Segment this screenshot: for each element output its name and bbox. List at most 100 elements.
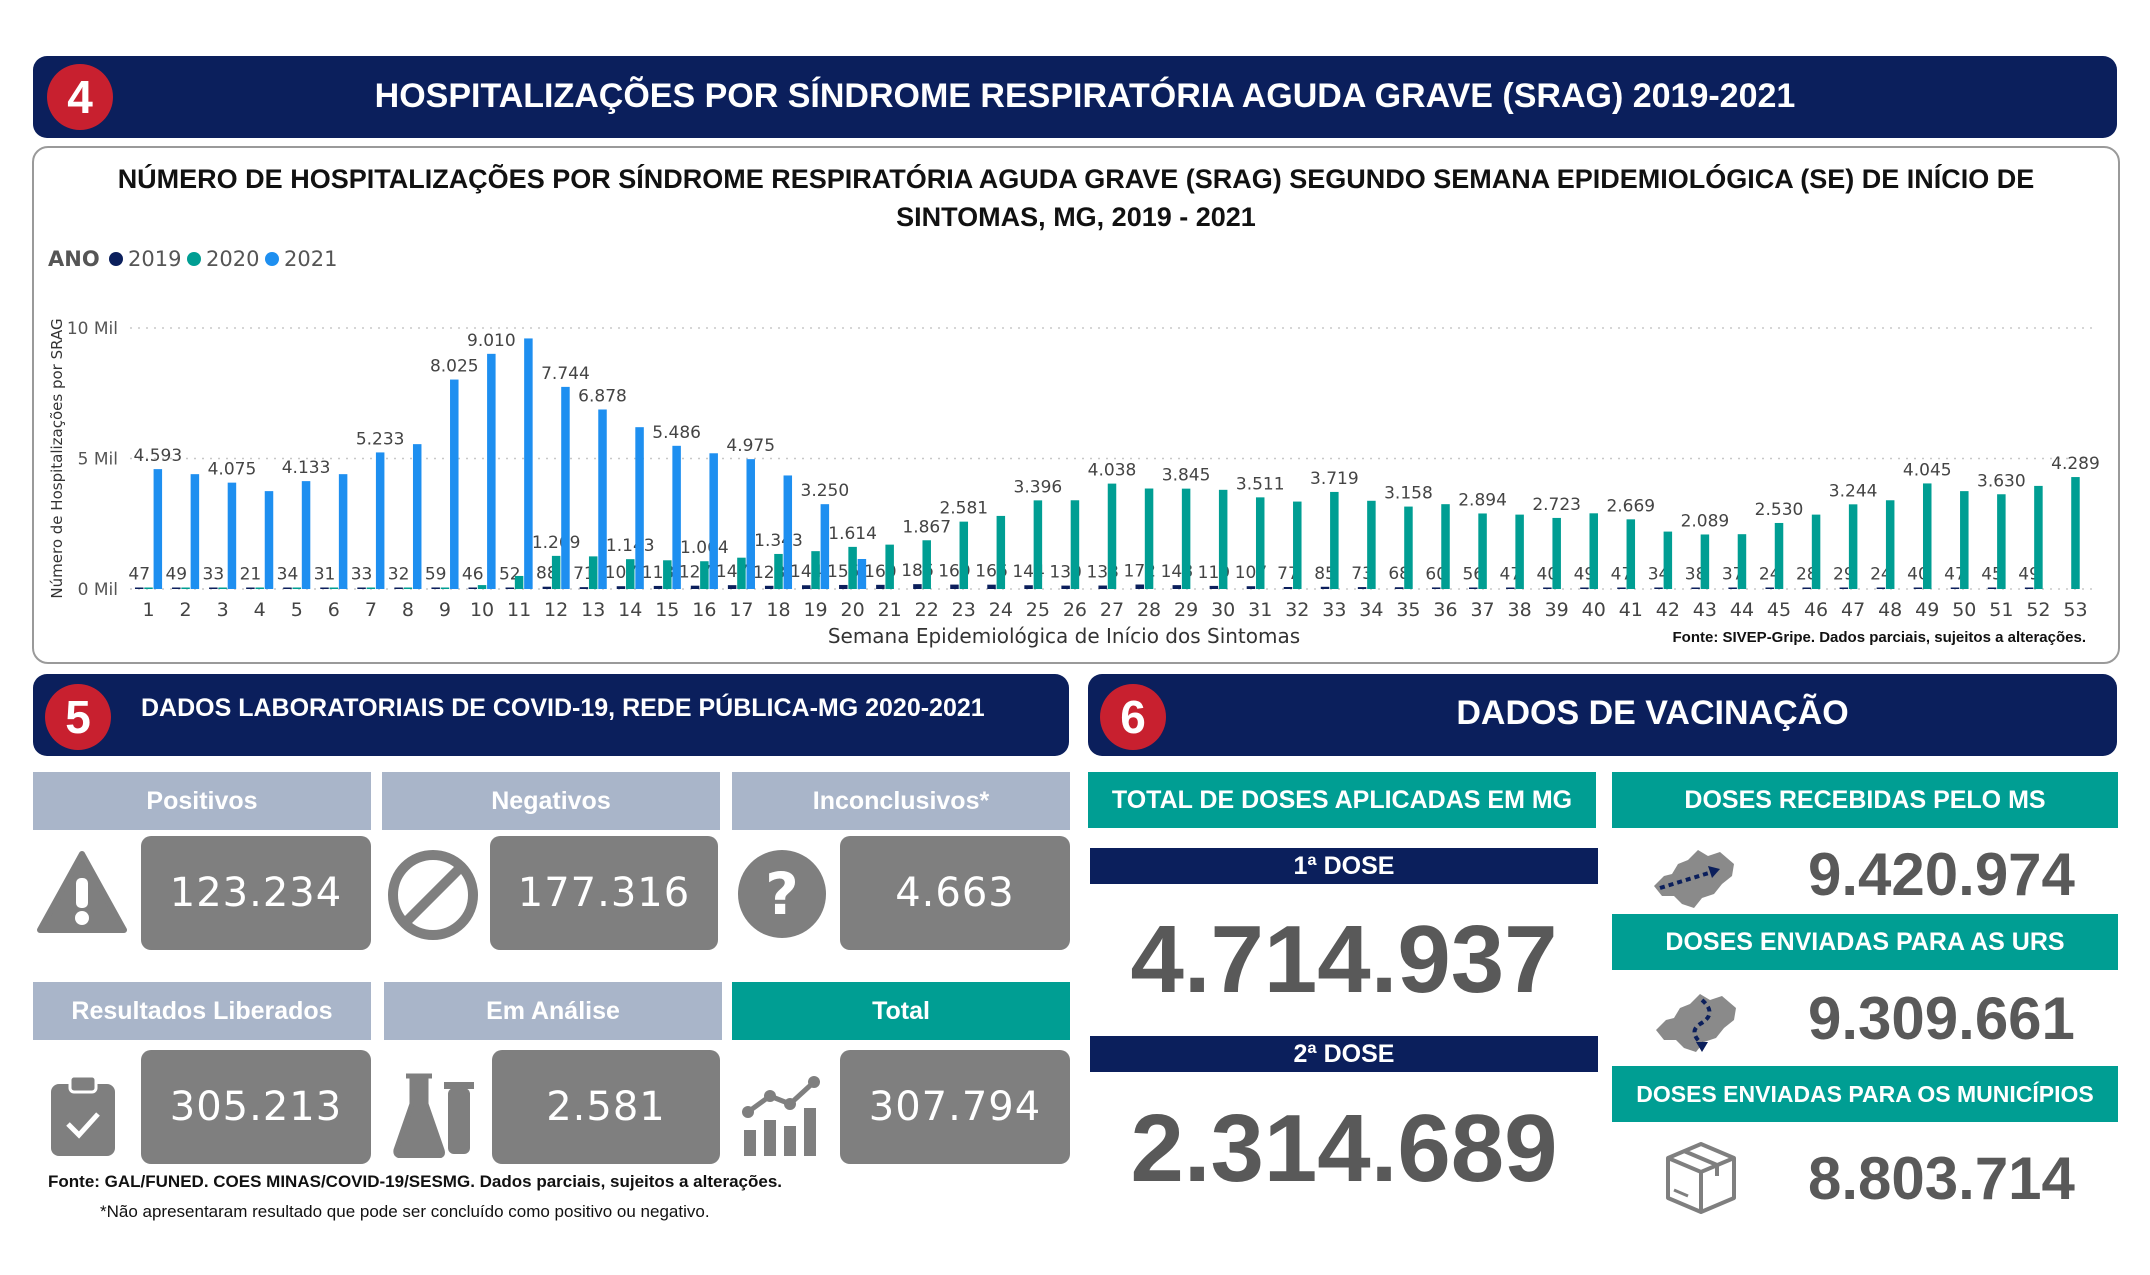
- data-label-2019-se2: 49: [165, 565, 187, 585]
- data-label-2019-se7: 33: [351, 565, 373, 585]
- y-tick-label: 0 Mil: [78, 580, 118, 600]
- bar-2019-se48: [1876, 587, 1886, 589]
- positivos-header: Positivos: [33, 772, 371, 830]
- negativos-header: Negativos: [382, 772, 720, 830]
- x-tick-label: 12: [544, 599, 568, 621]
- data-label-2020-se45: 2.530: [1755, 500, 1804, 520]
- data-label-2019-se1: 47: [128, 565, 150, 585]
- data-label-2020-se18: 1.343: [754, 531, 803, 551]
- x-tick-label: 25: [1026, 599, 1050, 621]
- bar-2019-se16: [690, 585, 700, 589]
- bar-2020-se42: [1663, 531, 1673, 589]
- dose2-label: 2ª DOSE: [1090, 1036, 1598, 1072]
- bar-2019-se8: [394, 587, 403, 589]
- bar-2019-se42: [1654, 587, 1663, 589]
- bar-2020-se10: [477, 585, 487, 589]
- bar-2020-se19: [811, 551, 820, 589]
- legend-marker-2020: [187, 252, 201, 266]
- bar-2019-se27: [1098, 585, 1107, 589]
- x-tick-label: 31: [1248, 599, 1272, 621]
- bar-2019-se1: [134, 587, 144, 589]
- bar-2020-se14: [626, 559, 635, 589]
- x-tick-label: 51: [1989, 599, 2013, 621]
- x-tick-label: 27: [1100, 599, 1124, 621]
- bar-2019-se19: [801, 585, 811, 589]
- x-tick-label: 42: [1656, 599, 1680, 621]
- x-tick-label: 6: [328, 599, 340, 621]
- x-tick-label: 5: [291, 599, 303, 621]
- bar-2020-se17: [737, 557, 746, 589]
- bar-2020-se24: [996, 515, 1006, 589]
- data-label-2020-se16: 1.064: [680, 538, 729, 558]
- x-tick-label: 46: [1804, 599, 1828, 621]
- bar-2021-se17: [746, 459, 755, 589]
- x-tick-label: 7: [365, 599, 377, 621]
- data-label-2019-se9: 59: [425, 564, 447, 584]
- package-box-icon: [1664, 1140, 1738, 1221]
- bar-2020-se38: [1515, 514, 1524, 589]
- negativos-value: 177.316: [490, 836, 718, 950]
- bar-2019-se44: [1728, 587, 1737, 589]
- x-tick-label: 19: [803, 599, 827, 621]
- bar-2020-se43: [1700, 534, 1710, 589]
- bar-2020-se7: [366, 587, 376, 589]
- bar-2020-se25: [1033, 500, 1043, 589]
- bar-2019-se15: [653, 585, 663, 589]
- total-header: Total: [732, 982, 1070, 1040]
- data-label-2019-se5: 34: [277, 565, 299, 585]
- x-tick-label: 35: [1396, 599, 1420, 621]
- section5-title: DADOS LABORATORIAIS DE COVID-19, REDE PÚ…: [141, 694, 985, 722]
- x-tick-label: 10: [470, 599, 494, 621]
- bar-2021-se13: [598, 409, 607, 589]
- bar-2019-se20: [839, 584, 848, 589]
- bar-2019-se36: [1431, 587, 1441, 589]
- bar-2019-se3: [209, 587, 218, 589]
- legend-marker-2019: [109, 252, 123, 266]
- x-tick-label: 3: [217, 599, 229, 621]
- x-tick-label: 1: [142, 599, 154, 621]
- data-label-2020-se22: 1.867: [902, 517, 951, 537]
- x-axis-label: Semana Epidemiológica de Início dos Sint…: [828, 624, 1300, 648]
- y-tick-label: 5 Mil: [78, 450, 118, 470]
- bar-2021-se1: [153, 469, 163, 589]
- growth-chart-icon: [740, 1072, 824, 1163]
- data-label-2020-se33: 3.719: [1310, 469, 1359, 489]
- bar-2020-se13: [588, 556, 598, 589]
- x-tick-label: 2: [180, 599, 192, 621]
- bar-2021-se19: [820, 504, 830, 589]
- em-analise-value: 2.581: [492, 1050, 720, 1164]
- bar-2019-se31: [1246, 586, 1256, 589]
- data-label-2021-se3: 4.075: [208, 460, 257, 480]
- x-tick-label: 48: [1878, 599, 1902, 621]
- doses-urs-value: 9.309.661: [1808, 985, 2075, 1052]
- x-tick-label: 21: [878, 599, 902, 621]
- bar-2021-se4: [264, 491, 274, 589]
- bar-2020-se21: [885, 544, 894, 589]
- bar-2020-se48: [1885, 500, 1895, 589]
- bar-2020-se44: [1737, 534, 1747, 589]
- section6-number-badge: 6: [1100, 684, 1166, 750]
- bar-2020-se39: [1552, 517, 1561, 589]
- x-tick-label: 47: [1841, 599, 1865, 621]
- bar-2019-se23: [950, 584, 959, 589]
- bar-2019-se25: [1024, 585, 1033, 589]
- bar-2020-se15: [663, 560, 672, 589]
- bar-2021-se5: [301, 481, 311, 589]
- bar-2020-se18: [774, 553, 783, 589]
- x-tick-label: 45: [1767, 599, 1791, 621]
- bar-2021-se2: [190, 474, 200, 589]
- data-label-2020-se43: 2.089: [1681, 511, 1730, 531]
- x-tick-label: 43: [1693, 599, 1717, 621]
- section6-banner: 6 DADOS DE VACINAÇÃO: [1088, 674, 2117, 756]
- y-tick-label: 10 Mil: [67, 319, 118, 339]
- svg-text:?: ?: [765, 860, 799, 928]
- bar-2020-se35: [1404, 506, 1413, 589]
- bar-2021-se7: [375, 452, 385, 589]
- data-label-2021-se13: 6.878: [578, 386, 627, 406]
- data-label-2021-se10: 9.010: [467, 331, 516, 351]
- x-tick-label: 17: [729, 599, 753, 621]
- bar-2019-se13: [579, 587, 589, 589]
- bar-2019-se43: [1691, 587, 1700, 589]
- bar-2020-se31: [1255, 497, 1265, 589]
- bar-2020-se34: [1367, 500, 1376, 589]
